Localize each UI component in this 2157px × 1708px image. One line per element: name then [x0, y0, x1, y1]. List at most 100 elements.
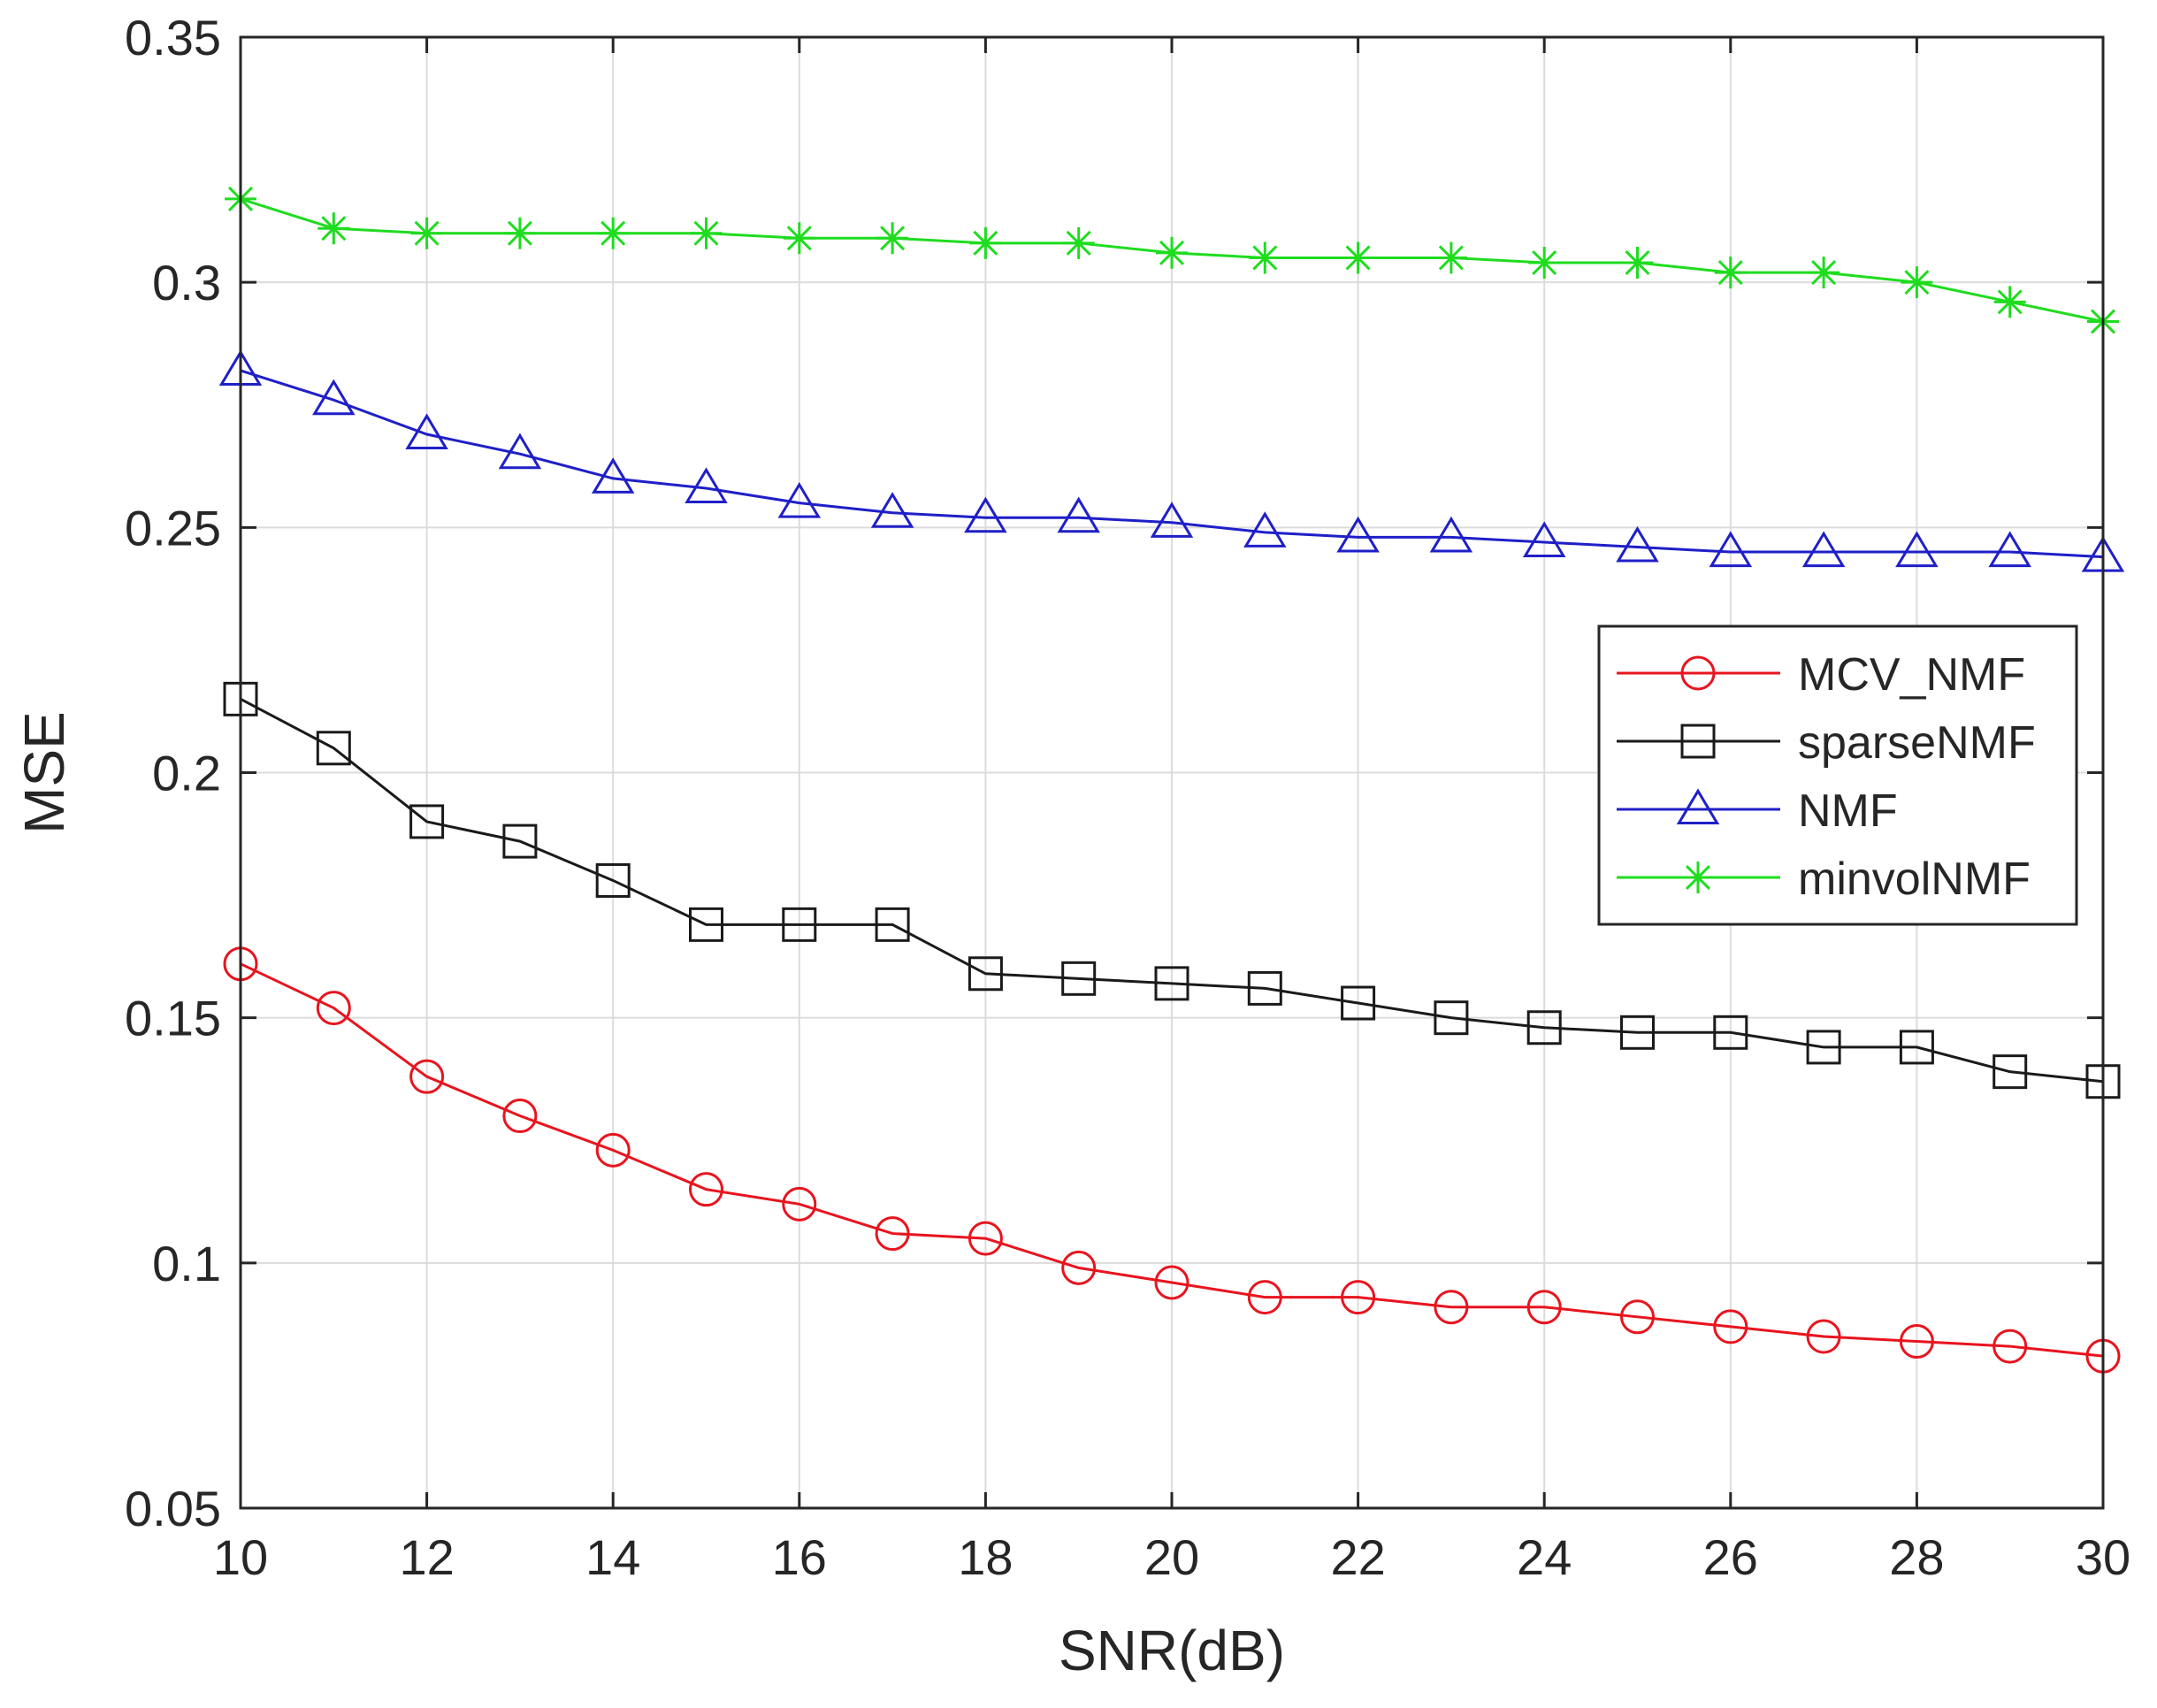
data-point-asterisk: [1528, 246, 1561, 279]
data-point-asterisk: [1249, 241, 1281, 274]
y-tick-label: 0.2: [152, 746, 221, 801]
series-line: [240, 369, 2104, 559]
data-point-triangle: [312, 379, 356, 416]
x-tick-label: 30: [2076, 1529, 2130, 1585]
data-point-circle: [1806, 1319, 1841, 1354]
data-point-square: [875, 907, 910, 942]
data-point-circle: [875, 1216, 910, 1252]
data-point-triangle: [1429, 516, 1473, 553]
data-point-triangle: [870, 492, 914, 528]
data-point-square: [1061, 961, 1097, 996]
y-tick-label: 0.05: [125, 1481, 221, 1536]
data-point-circle: [409, 1059, 445, 1094]
data-point-asterisk: [1714, 257, 1747, 289]
x-tick-label: 20: [1144, 1529, 1199, 1585]
data-point-circle: [1713, 1309, 1748, 1344]
data-point-square: [595, 862, 631, 898]
data-point-asterisk: [690, 217, 723, 249]
data-point-circle: [1154, 1265, 1189, 1300]
data-point-triangle: [964, 496, 1007, 533]
data-point-asterisk: [1434, 241, 1467, 274]
legend-label: MCV_NMF: [1798, 649, 2025, 701]
data-point-circle: [782, 1186, 817, 1222]
data-point-triangle: [1801, 531, 1846, 568]
legend-label: sparseNMF: [1798, 717, 2036, 769]
y-tick-label: 0.15: [125, 991, 221, 1046]
series-sparsenmf: [223, 681, 2121, 1099]
data-point-square: [1713, 1015, 1748, 1050]
legend-box: [1597, 624, 2078, 926]
data-point-square: [502, 823, 538, 859]
y-tick-label: 0.25: [125, 500, 221, 555]
data-point-square: [409, 804, 445, 839]
data-point-asterisk: [503, 217, 536, 249]
data-point-square: [1899, 1030, 1934, 1065]
data-point-circle: [595, 1132, 631, 1168]
data-point-asterisk: [1621, 246, 1654, 279]
series-mcv-nmf: [223, 946, 2121, 1374]
data-point-circle: [968, 1221, 1003, 1256]
data-point-triangle: [685, 467, 728, 504]
data-point-square: [1434, 1000, 1469, 1036]
x-axis-title: SNR(dB): [1059, 1619, 1285, 1682]
data-point-square: [1154, 966, 1189, 1001]
x-tick-label: 18: [958, 1529, 1013, 1585]
data-point-circle: [1061, 1250, 1097, 1285]
legend-item: sparseNMF: [1617, 717, 2036, 769]
data-point-asterisk: [410, 217, 443, 249]
data-point-circle: [1247, 1280, 1282, 1315]
data-point-triangle: [1988, 531, 2031, 568]
y-tick-label: 0.3: [152, 255, 221, 310]
data-point-triangle: [405, 413, 448, 450]
legend-entries: MCV_NMF sparseNMF NMF minvolNMF: [1617, 649, 2036, 905]
data-point-circle: [689, 1172, 723, 1207]
x-tick-label: 24: [1517, 1529, 1572, 1585]
x-tick-label: 22: [1330, 1529, 1385, 1585]
data-point-circle: [1993, 1329, 2028, 1364]
legend-item: minvolNMF: [1617, 854, 2031, 905]
data-point-square: [782, 907, 817, 942]
data-point-triangle: [1336, 516, 1380, 553]
data-point-asterisk: [1156, 236, 1188, 269]
data-point-asterisk: [1993, 286, 2026, 318]
data-point-asterisk: [1901, 266, 1933, 299]
legend: MCV_NMF sparseNMF NMF minvolNMF: [1597, 624, 2078, 926]
x-tick-label: 28: [1889, 1529, 1944, 1585]
series-line: [240, 962, 2104, 1358]
y-tick-label: 0.35: [125, 10, 221, 65]
data-point-asterisk: [1808, 257, 1840, 289]
data-point-square: [1993, 1054, 2028, 1090]
data-point-circle: [1434, 1290, 1469, 1325]
data-point-square: [1806, 1030, 1841, 1065]
data-point-asterisk: [876, 222, 909, 255]
data-point-triangle: [777, 481, 822, 518]
data-point-square: [1341, 985, 1376, 1021]
x-tick-label: 14: [585, 1529, 640, 1585]
data-point-triangle: [1616, 525, 1659, 563]
legend-marker-circle: [1680, 655, 1716, 691]
data-point-circle: [1899, 1324, 1934, 1360]
data-point-triangle: [1057, 496, 1100, 533]
data-point-square: [968, 956, 1003, 992]
x-tick-label: 12: [399, 1529, 454, 1585]
data-point-circle: [316, 991, 351, 1026]
data-point-triangle: [591, 457, 635, 494]
x-tick-label: 16: [772, 1529, 827, 1585]
legend-item: MCV_NMF: [1617, 649, 2025, 701]
data-point-triangle: [1895, 531, 1939, 568]
legend-label: NMF: [1798, 785, 1898, 837]
data-point-circle: [502, 1099, 538, 1134]
data-point-circle: [1620, 1299, 1655, 1335]
legend-item: NMF: [1617, 785, 1898, 837]
data-point-asterisk: [317, 212, 350, 245]
data-point-triangle: [1243, 511, 1287, 548]
data-point-asterisk: [969, 226, 1002, 259]
data-point-square: [1247, 970, 1282, 1006]
data-point-square: [689, 907, 723, 942]
legend-marker-square: [1680, 724, 1716, 759]
y-axis-title: MSE: [12, 711, 76, 834]
x-tick-label: 10: [213, 1529, 268, 1585]
legend-label: minvolNMF: [1798, 854, 2031, 905]
